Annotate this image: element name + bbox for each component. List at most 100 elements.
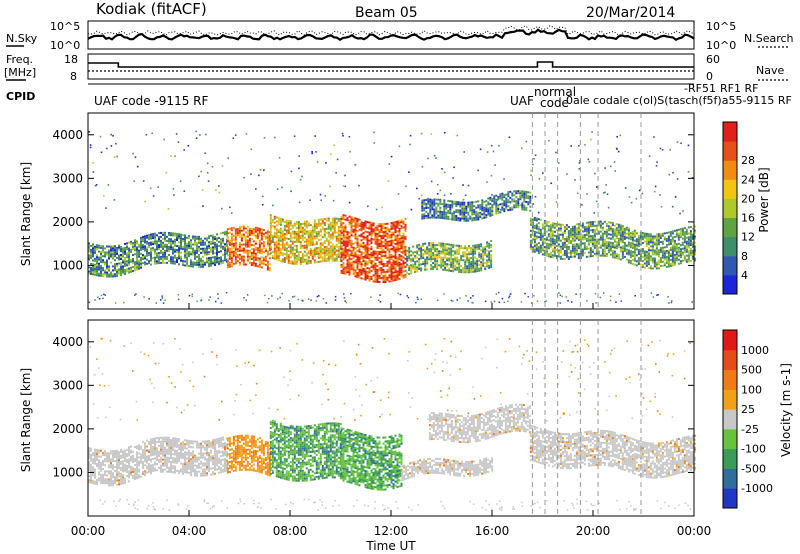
power-echo-cell	[665, 251, 668, 254]
power-echo-cell	[303, 254, 306, 257]
power-echo-cell	[158, 238, 160, 241]
power-echo-cell	[569, 255, 572, 258]
power-echo-cell	[659, 265, 662, 268]
power-echo-cell	[277, 253, 280, 256]
power-echo-cell	[238, 255, 241, 258]
power-echo-cell	[370, 242, 373, 245]
power-echo-cell	[116, 270, 118, 273]
power-echo-cell	[667, 249, 670, 252]
power-echo-cell	[273, 235, 276, 238]
power-echo-cell	[645, 252, 648, 255]
power-echo-cell	[507, 195, 510, 198]
power-echo-cell	[94, 265, 96, 268]
power-echo-cell	[126, 260, 128, 263]
velocity-echo-cell	[114, 466, 116, 469]
power-echo-cell	[557, 251, 560, 254]
power-echo-cell	[452, 254, 455, 257]
power-echo-cell	[277, 223, 280, 226]
power-echo-cell	[487, 203, 490, 206]
power-sparse-echo	[342, 134, 344, 137]
power-echo-cell	[421, 199, 424, 202]
power-echo-cell	[319, 254, 322, 257]
power-echo-cell	[559, 225, 562, 228]
power-echo-cell	[100, 274, 102, 277]
power-echo-cell	[466, 261, 469, 264]
power-echo-cell	[467, 201, 470, 204]
power-echo-cell	[667, 261, 670, 264]
colorbar-swatch	[723, 217, 737, 238]
power-echo-cell	[483, 214, 486, 217]
power-echo-cell	[340, 217, 343, 220]
power-near-echo	[558, 292, 560, 294]
power-echo-cell	[372, 252, 375, 255]
power-near-echo	[443, 293, 445, 295]
power-echo-cell	[236, 256, 239, 259]
power-echo-cell	[460, 269, 463, 272]
power-echo-cell	[114, 247, 116, 250]
power-sparse-echo	[373, 142, 376, 144]
power-echo-cell	[128, 247, 130, 250]
velocity-echo-cell	[108, 470, 110, 473]
power-echo-cell	[527, 201, 530, 204]
power-echo-cell	[497, 210, 500, 213]
power-echo-cell	[486, 241, 489, 244]
velocity-echo-cell	[88, 457, 90, 460]
velocity-echo-cell	[112, 460, 114, 463]
velocity-echo-cell	[104, 458, 106, 461]
power-echo-cell	[617, 257, 620, 260]
power-echo-cell	[442, 242, 445, 245]
velocity-echo-cell	[94, 458, 96, 461]
power-echo-cell	[633, 259, 636, 262]
power-echo-cell	[447, 203, 450, 206]
power-echo-cell	[428, 248, 431, 251]
power-echo-cell	[631, 250, 634, 253]
power-echo-cell	[228, 263, 231, 266]
power-near-echo	[595, 302, 597, 304]
power-echo-cell	[364, 254, 367, 257]
power-echo-cell	[252, 234, 255, 237]
power-echo-cell	[273, 225, 276, 228]
power-echo-cell	[246, 235, 249, 238]
velocity-echo-cell	[92, 466, 94, 469]
power-echo-cell	[471, 205, 474, 208]
power-echo-cell	[513, 204, 516, 207]
power-echo-cell	[346, 259, 349, 262]
power-echo-cell	[462, 253, 465, 256]
power-echo-cell	[340, 247, 343, 250]
power-echo-cell	[200, 237, 202, 240]
power-echo-cell	[505, 205, 508, 208]
power-echo-cell	[462, 271, 465, 274]
power-echo-cell	[366, 277, 369, 280]
power-echo-cell	[352, 260, 355, 263]
power-echo-cell	[285, 237, 288, 240]
power-echo-cell	[364, 256, 367, 259]
power-echo-cell	[605, 235, 608, 238]
power-echo-cell	[615, 257, 618, 260]
power-echo-cell	[262, 263, 265, 266]
power-echo-cell	[525, 200, 528, 203]
power-echo-cell	[216, 237, 218, 240]
power-echo-cell	[180, 243, 182, 246]
power-echo-cell	[639, 263, 642, 266]
power-echo-cell	[621, 255, 624, 258]
power-echo-cell	[633, 257, 636, 260]
power-echo-cell	[140, 264, 142, 267]
power-sparse-echo	[221, 165, 224, 167]
power-echo-cell	[331, 245, 334, 248]
power-echo-cell	[659, 257, 662, 260]
power-echo-cell	[100, 244, 102, 247]
power-echo-cell	[273, 257, 276, 260]
power-echo-cell	[402, 234, 405, 237]
power-echo-cell	[376, 246, 379, 249]
power-echo-cell	[248, 245, 251, 248]
power-echo-cell	[186, 264, 188, 267]
power-echo-cell	[595, 232, 598, 235]
power-echo-cell	[402, 222, 405, 225]
power-echo-cell	[485, 208, 488, 211]
power-echo-cell	[649, 237, 652, 240]
power-echo-cell	[679, 256, 682, 259]
power-echo-cell	[481, 201, 484, 204]
power-echo-cell	[388, 242, 391, 245]
power-echo-cell	[547, 247, 550, 250]
power-echo-cell	[293, 256, 296, 259]
